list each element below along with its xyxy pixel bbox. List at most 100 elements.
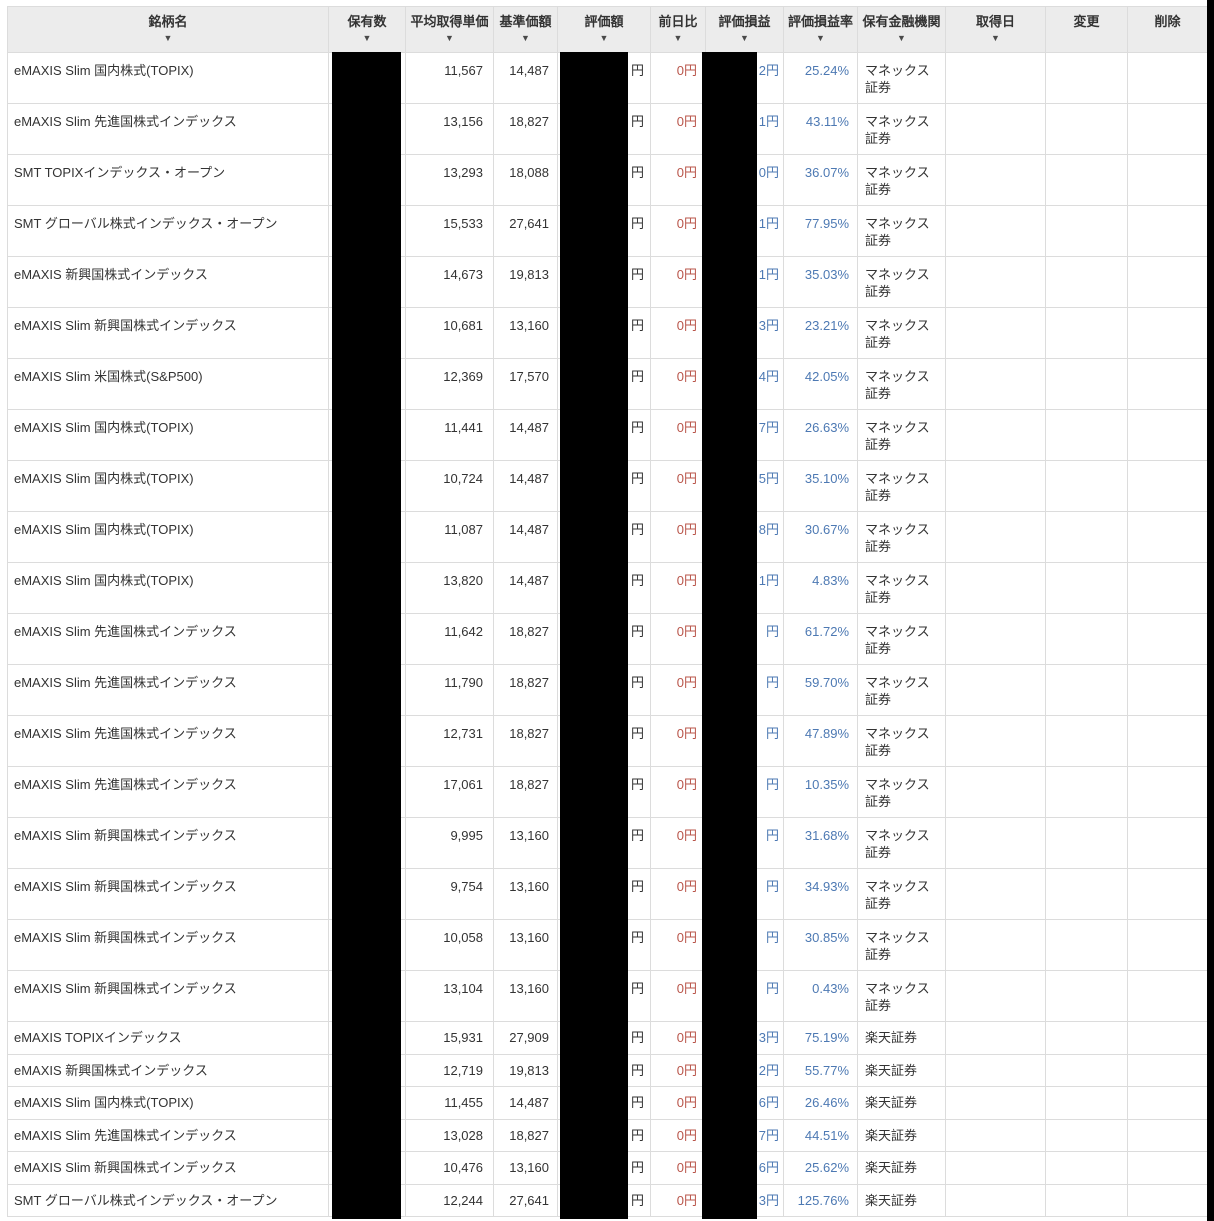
broker-cell: マネックス証券 bbox=[857, 766, 946, 818]
pl_rate-cell: 61.72% bbox=[783, 613, 858, 665]
holding-row: eMAXIS Slim 新興国株式インデックス 10,058 13,160 円 0円円 3… bbox=[7, 919, 1208, 971]
name-cell: eMAXIS Slim 新興国株式インデックス bbox=[7, 970, 329, 1022]
name-cell: eMAXIS Slim 新興国株式インデックス bbox=[7, 817, 329, 869]
delete-cell bbox=[1127, 205, 1208, 257]
day_change-cell: 0円 bbox=[650, 154, 706, 206]
day_change-cell: 0円 bbox=[650, 715, 706, 767]
broker-cell: 楽天証券 bbox=[857, 1183, 946, 1217]
column-header-quantity[interactable]: 保有数 ▼ bbox=[328, 6, 406, 53]
avg_price-cell: 15,931 bbox=[405, 1021, 494, 1055]
column-header-acquired_date[interactable]: 取得日 ▼ bbox=[945, 6, 1046, 53]
acquired_date-cell bbox=[945, 1151, 1046, 1185]
column-header-pl_rate[interactable]: 評価損益率 ▼ bbox=[783, 6, 858, 53]
holding-row: eMAXIS 新興国株式インデックス 12,719 19,813 円 0円 2円 55.77… bbox=[7, 1053, 1208, 1087]
column-label-nav: 基準価額 bbox=[499, 14, 552, 29]
header-row: 銘柄名 ▼ 保有数 ▼ 平均取得単価 ▼ 基準価額 ▼ 評価額 ▼ 前日比 ▼ 評価損益 ▼ 評価損益率 ▼ 保… bbox=[7, 6, 1208, 53]
sort-desc-icon: ▼ bbox=[673, 33, 683, 43]
day_change-cell: 0円 bbox=[650, 562, 706, 614]
column-label-avg_price: 平均取得単価 bbox=[410, 14, 489, 29]
nav-cell: 14,487 bbox=[493, 460, 558, 512]
nav-cell: 18,827 bbox=[493, 715, 558, 767]
edit-cell bbox=[1045, 1086, 1128, 1120]
nav-cell: 18,827 bbox=[493, 103, 558, 155]
broker-cell: マネックス証券 bbox=[857, 358, 946, 410]
holdings-table-header: 銘柄名 ▼ 保有数 ▼ 平均取得単価 ▼ 基準価額 ▼ 評価額 ▼ 前日比 ▼ 評価損益 ▼ 評価損益率 ▼ 保… bbox=[7, 6, 1208, 53]
acquired_date-cell bbox=[945, 715, 1046, 767]
holding-row: eMAXIS Slim 先進国株式インデックス 13,028 18,827 円 0円 7円… bbox=[7, 1118, 1208, 1152]
pl_rate-cell: 25.24% bbox=[783, 52, 858, 104]
delete-cell bbox=[1127, 103, 1208, 155]
sort-desc-icon: ▼ bbox=[521, 33, 530, 43]
delete-cell bbox=[1127, 52, 1208, 104]
column-header-broker[interactable]: 保有金融機関 ▼ bbox=[857, 6, 946, 53]
day_change-cell: 0円 bbox=[650, 307, 706, 359]
nav-cell: 14,487 bbox=[493, 511, 558, 563]
broker-cell: マネックス証券 bbox=[857, 664, 946, 716]
name-cell: eMAXIS Slim 国内株式(TOPIX) bbox=[7, 1086, 329, 1120]
edit-cell bbox=[1045, 511, 1128, 563]
broker-cell: マネックス証券 bbox=[857, 307, 946, 359]
redaction-overlay-profit bbox=[702, 52, 757, 1219]
column-header-pl[interactable]: 評価損益 ▼ bbox=[705, 6, 784, 53]
edit-cell bbox=[1045, 1118, 1128, 1152]
column-header-nav[interactable]: 基準価額 ▼ bbox=[493, 6, 558, 53]
day_change-cell: 0円 bbox=[650, 1151, 706, 1185]
nav-cell: 18,827 bbox=[493, 664, 558, 716]
pl_rate-cell: 26.46% bbox=[783, 1086, 858, 1120]
day_change-cell: 0円 bbox=[650, 664, 706, 716]
avg_price-cell: 12,719 bbox=[405, 1053, 494, 1087]
name-cell: eMAXIS Slim 国内株式(TOPIX) bbox=[7, 460, 329, 512]
day_change-cell: 0円 bbox=[650, 409, 706, 461]
edit-cell bbox=[1045, 664, 1128, 716]
column-header-name[interactable]: 銘柄名 ▼ bbox=[7, 6, 329, 53]
acquired_date-cell bbox=[945, 52, 1046, 104]
name-cell: eMAXIS Slim 新興国株式インデックス bbox=[7, 1151, 329, 1185]
nav-cell: 13,160 bbox=[493, 970, 558, 1022]
sort-desc-icon: ▼ bbox=[816, 33, 825, 43]
acquired_date-cell bbox=[945, 307, 1046, 359]
delete-cell bbox=[1127, 613, 1208, 665]
delete-cell bbox=[1127, 919, 1208, 971]
name-cell: SMT グローバル株式インデックス・オープン bbox=[7, 1183, 329, 1217]
broker-cell: マネックス証券 bbox=[857, 919, 946, 971]
redaction-bar-right-edge bbox=[1207, 0, 1214, 1221]
broker-cell: マネックス証券 bbox=[857, 103, 946, 155]
day_change-cell: 0円 bbox=[650, 817, 706, 869]
acquired_date-cell bbox=[945, 511, 1046, 563]
day_change-cell: 0円 bbox=[650, 205, 706, 257]
redaction-overlay-value bbox=[560, 52, 628, 1219]
nav-cell: 18,827 bbox=[493, 613, 558, 665]
column-header-avg_price[interactable]: 平均取得単価 ▼ bbox=[405, 6, 494, 53]
name-cell: eMAXIS Slim 国内株式(TOPIX) bbox=[7, 562, 329, 614]
delete-cell bbox=[1127, 715, 1208, 767]
delete-cell bbox=[1127, 664, 1208, 716]
pl_rate-cell: 42.05% bbox=[783, 358, 858, 410]
pl_rate-cell: 36.07% bbox=[783, 154, 858, 206]
broker-cell: マネックス証券 bbox=[857, 52, 946, 104]
nav-cell: 27,641 bbox=[493, 1183, 558, 1217]
acquired_date-cell bbox=[945, 358, 1046, 410]
pl_rate-cell: 31.68% bbox=[783, 817, 858, 869]
column-header-day_change[interactable]: 前日比 ▼ bbox=[650, 6, 706, 53]
acquired_date-cell bbox=[945, 460, 1046, 512]
pl_rate-cell: 75.19% bbox=[783, 1021, 858, 1055]
broker-cell: マネックス証券 bbox=[857, 817, 946, 869]
column-label-acquired_date: 取得日 bbox=[975, 14, 1015, 29]
pl_rate-cell: 34.93% bbox=[783, 868, 858, 920]
name-cell: eMAXIS Slim 新興国株式インデックス bbox=[7, 307, 329, 359]
delete-cell bbox=[1127, 1053, 1208, 1087]
delete-cell bbox=[1127, 511, 1208, 563]
day_change-cell: 0円 bbox=[650, 868, 706, 920]
day_change-cell: 0円 bbox=[650, 52, 706, 104]
broker-cell: 楽天証券 bbox=[857, 1086, 946, 1120]
column-header-value[interactable]: 評価額 ▼ bbox=[557, 6, 651, 53]
nav-cell: 19,813 bbox=[493, 256, 558, 308]
pl_rate-cell: 47.89% bbox=[783, 715, 858, 767]
avg_price-cell: 9,754 bbox=[405, 868, 494, 920]
acquired_date-cell bbox=[945, 103, 1046, 155]
delete-cell bbox=[1127, 409, 1208, 461]
day_change-cell: 0円 bbox=[650, 766, 706, 818]
avg_price-cell: 10,058 bbox=[405, 919, 494, 971]
acquired_date-cell bbox=[945, 1053, 1046, 1087]
acquired_date-cell bbox=[945, 1183, 1046, 1217]
